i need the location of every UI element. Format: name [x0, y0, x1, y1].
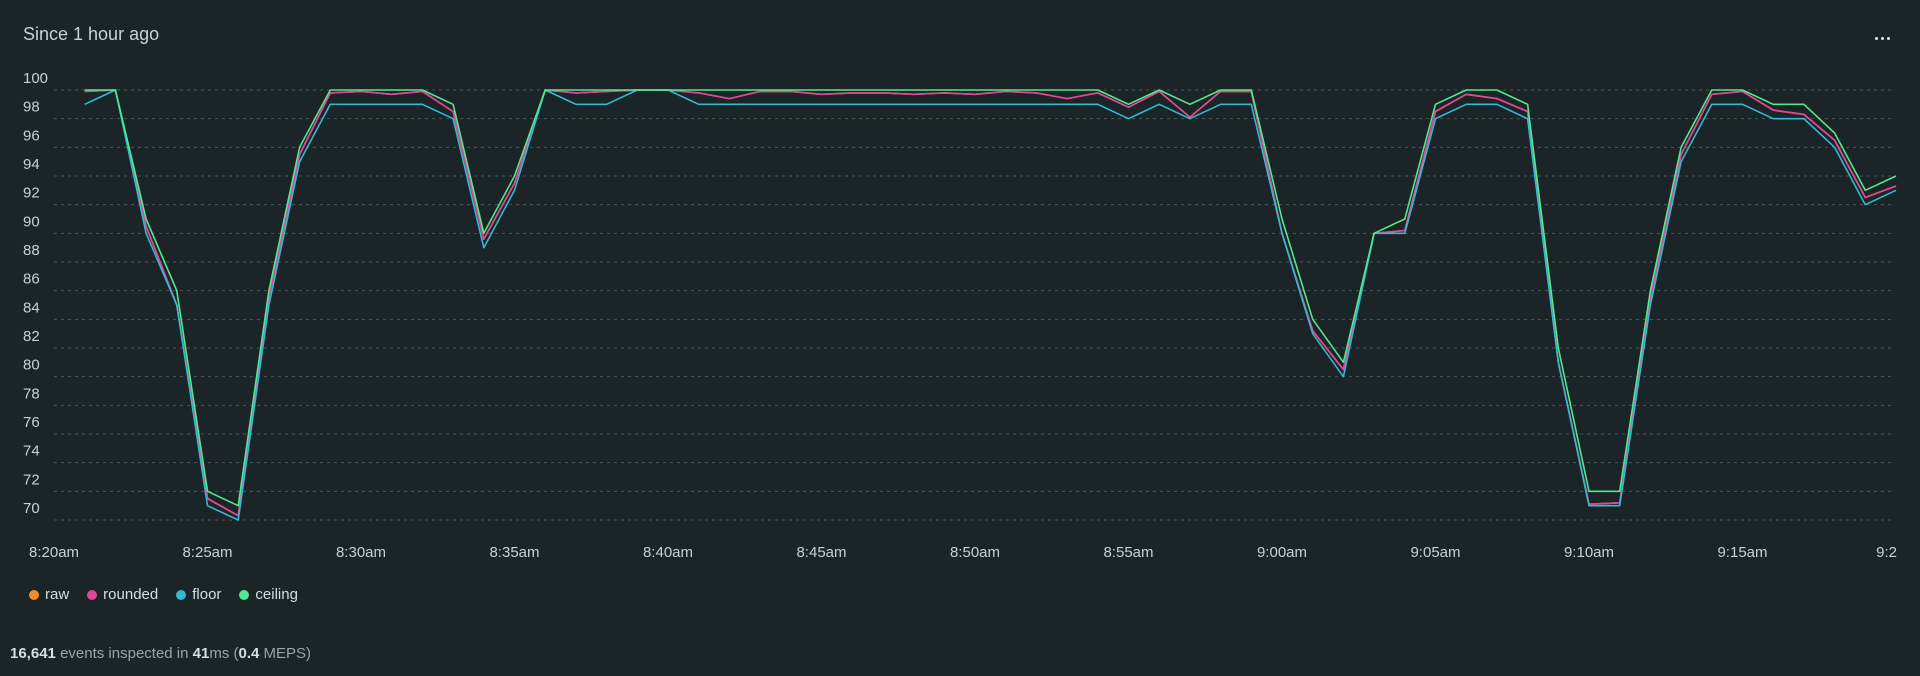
chart-title: Since 1 hour ago	[23, 24, 160, 44]
y-tick-label: 74	[23, 443, 40, 460]
y-tick-label: 98	[23, 99, 40, 116]
legend-item-floor[interactable]: floor	[176, 586, 221, 603]
x-tick-label: 9:10am	[1564, 544, 1614, 561]
events-count: 16,641	[10, 645, 56, 662]
legend-dot-icon	[87, 589, 98, 600]
y-tick-label: 100	[23, 70, 48, 87]
y-tick-label: 82	[23, 328, 40, 345]
ms-unit: ms (	[209, 645, 239, 662]
x-tick-label: 8:25am	[182, 544, 232, 561]
x-tick-label: 8:55am	[1103, 544, 1153, 561]
legend-label: floor	[192, 586, 222, 603]
y-tick-label: 80	[23, 357, 40, 374]
events-text: events inspected in	[60, 645, 189, 662]
legend-label: rounded	[103, 586, 159, 603]
y-tick-label: 86	[23, 271, 40, 288]
y-tick-label: 94	[23, 156, 40, 173]
y-tick-label: 72	[23, 471, 40, 488]
meps-value: 0.4	[238, 645, 260, 662]
x-tick-label: 8:20am	[29, 544, 79, 561]
x-tick-label: 9:15am	[1717, 544, 1767, 561]
y-tick-label: 78	[23, 385, 40, 402]
x-tick-label: 8:30am	[336, 544, 386, 561]
x-tick-label: 8:40am	[643, 544, 693, 561]
x-tick-label: 9:00am	[1257, 544, 1307, 561]
more-options-button[interactable]	[1868, 24, 1896, 52]
x-tick-label: 9:05am	[1410, 544, 1460, 561]
x-tick-label: 8:45am	[796, 544, 846, 561]
y-tick-label: 90	[23, 213, 40, 230]
series-line-raw[interactable]	[84, 89, 1897, 517]
x-tick-label: 8:50am	[950, 544, 1000, 561]
x-tick-label: 9:2	[1876, 544, 1897, 561]
query-stats: 16,641 events inspected in 41ms (0.4 MEP…	[10, 645, 311, 662]
legend-item-raw[interactable]: raw	[29, 586, 69, 603]
ellipsis-icon	[1874, 36, 1878, 40]
y-tick-label: 84	[23, 299, 40, 316]
meps-unit: MEPS)	[263, 645, 312, 662]
legend-item-rounded[interactable]: rounded	[87, 586, 158, 603]
legend-label: ceiling	[255, 586, 298, 603]
x-tick-label: 8:35am	[489, 544, 539, 561]
legend-dot-icon	[29, 589, 39, 600]
legend-dot-icon	[239, 589, 250, 600]
series-line-rounded[interactable]	[84, 89, 1897, 517]
legend-dot-icon	[176, 589, 187, 600]
y-tick-label: 96	[23, 127, 40, 144]
y-tick-label: 70	[23, 500, 40, 517]
series-line-ceiling[interactable]	[84, 89, 1897, 507]
y-tick-label: 76	[23, 414, 40, 431]
ms-value: 41	[192, 645, 210, 662]
y-tick-label: 92	[23, 185, 40, 202]
legend-label: raw	[45, 586, 70, 603]
y-tick-label: 88	[23, 242, 40, 259]
series-line-floor[interactable]	[84, 89, 1897, 521]
legend-item-ceiling[interactable]: ceiling	[239, 586, 298, 603]
chart-legend: raw rounded floor ceiling	[29, 586, 298, 603]
